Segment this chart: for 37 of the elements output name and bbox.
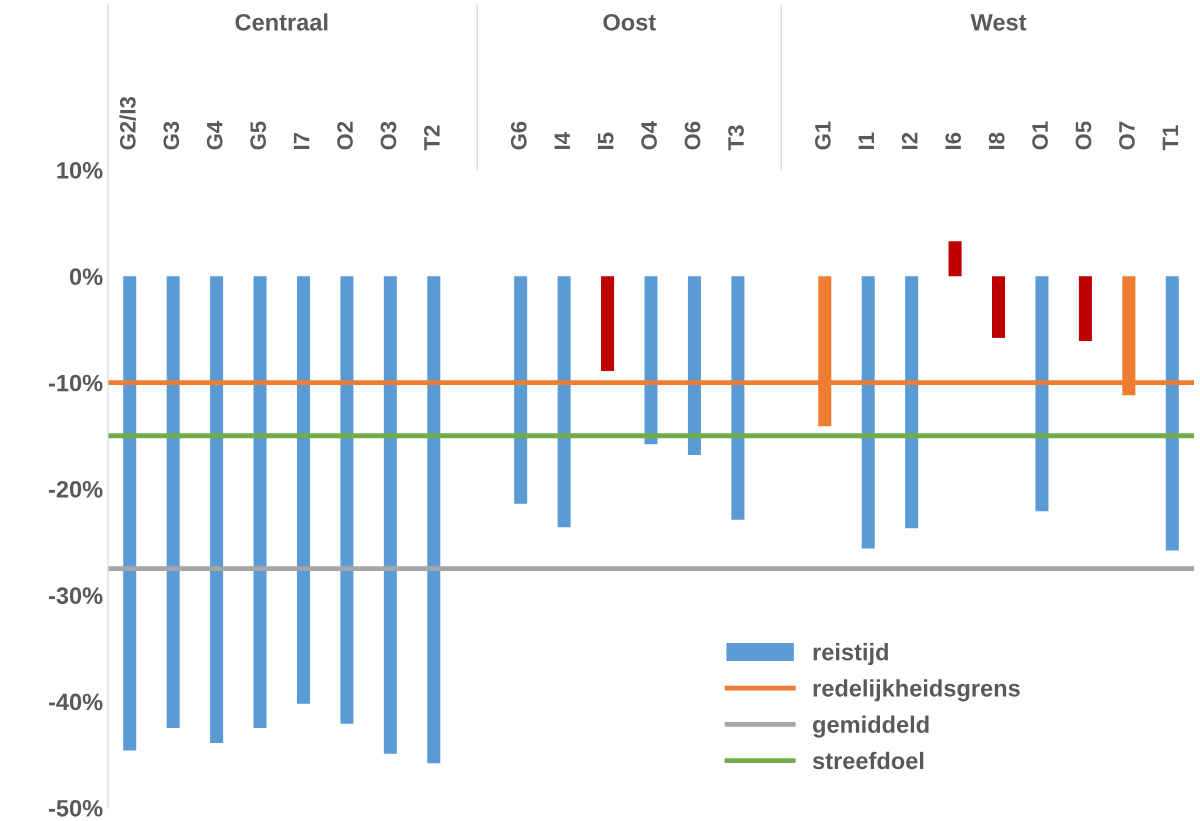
y-tick-label: 10%: [57, 162, 103, 179]
x-tick-label: G6: [510, 121, 527, 150]
x-tick-label: I4: [554, 132, 570, 150]
y-tick-label: -50%: [48, 799, 103, 817]
x-tick-label: T3: [728, 125, 744, 151]
x-tick-label: O1: [1032, 121, 1048, 150]
x-tick-label: G2/I3: [119, 96, 136, 150]
x-tick-label: T1: [1162, 125, 1179, 151]
x-tick-label: G1: [814, 121, 831, 150]
x-tick-label: I8: [988, 132, 1005, 150]
y-tick-label: 0%: [69, 268, 103, 286]
x-tick-label: G4: [206, 120, 223, 150]
x-tick-label: O6: [684, 121, 701, 150]
x-tick-label: G3: [163, 121, 180, 150]
x-tick-label: O4: [641, 120, 657, 150]
legend-label: reistijd: [813, 643, 888, 666]
text: West: [970, 14, 1027, 31]
x-tick-label: I5: [598, 132, 614, 150]
y-tick-label: -20%: [48, 480, 103, 498]
text: Oost: [603, 13, 656, 31]
legend-label: gemiddeld: [813, 715, 929, 738]
x-tick-label: O7: [1119, 121, 1135, 150]
x-tick-label: I7: [293, 132, 310, 150]
y-tick-label: -10%: [48, 374, 103, 392]
x-tick-label: T2: [424, 125, 440, 151]
y-tick-label: -40%: [48, 693, 103, 711]
legend-label: redelijkheidsgrens: [813, 679, 1020, 702]
x-tick-label: G5: [250, 121, 267, 150]
x-tick-label: O3: [380, 121, 397, 150]
y-tick-label: -30%: [48, 587, 103, 605]
x-tick-label: I2: [901, 132, 918, 150]
text: Centraal: [235, 13, 328, 31]
x-tick-label: I1: [858, 132, 874, 150]
x-tick-label: O2: [337, 121, 353, 150]
x-tick-label: I6: [945, 132, 962, 150]
legend-label: streefdoel: [812, 751, 924, 770]
x-tick-label: O5: [1075, 121, 1092, 150]
